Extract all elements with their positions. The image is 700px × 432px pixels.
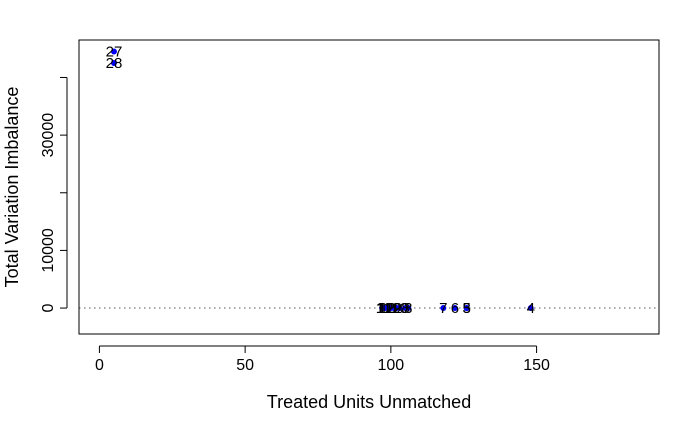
data-point-label: 9 [393, 300, 401, 317]
y-tick-label: 30000 [40, 113, 57, 158]
y-tick-label: 0 [40, 304, 57, 313]
x-axis: 0 50 100 150 [95, 345, 550, 374]
data-point-label: 3 [462, 300, 470, 317]
y-axis-title: Total Variation Imbalance [2, 87, 22, 288]
y-axis: 0 10000 30000 [40, 76, 68, 313]
data-point [110, 48, 117, 55]
points-layer [110, 48, 534, 312]
data-point [396, 305, 403, 312]
data-point [527, 305, 534, 312]
data-point-label: 1 [378, 300, 386, 317]
data-point-label: 10 [380, 300, 397, 317]
data-point-label: 10 [391, 300, 408, 317]
data-point-label: 7 [439, 300, 447, 317]
data-point-label: 2 [387, 300, 395, 317]
data-point [110, 60, 117, 67]
data-point-label: 27 [106, 44, 123, 61]
data-point-label: 4 [527, 300, 535, 317]
x-tick-label: 100 [378, 357, 405, 374]
data-point-label: 3 [404, 300, 412, 317]
data-point-label: 8 [401, 300, 409, 317]
data-point [440, 305, 447, 312]
data-point-label: 12 [377, 300, 394, 317]
x-tick-label: 0 [95, 357, 104, 374]
data-point-label: 6 [451, 300, 459, 317]
data-point-label: 12 [385, 300, 402, 317]
data-point [451, 305, 458, 312]
data-point [405, 305, 412, 312]
data-point-label: 5 [462, 300, 470, 317]
data-point [463, 305, 470, 312]
x-tick-label: 150 [523, 357, 550, 374]
data-point-label: 11 [376, 300, 392, 317]
plot-frame [78, 39, 660, 335]
x-axis-title: Treated Units Unmatched [267, 392, 471, 412]
data-point-label: 28 [106, 55, 123, 72]
y-tick-label: 10000 [40, 228, 57, 273]
x-tick-label: 50 [236, 357, 254, 374]
